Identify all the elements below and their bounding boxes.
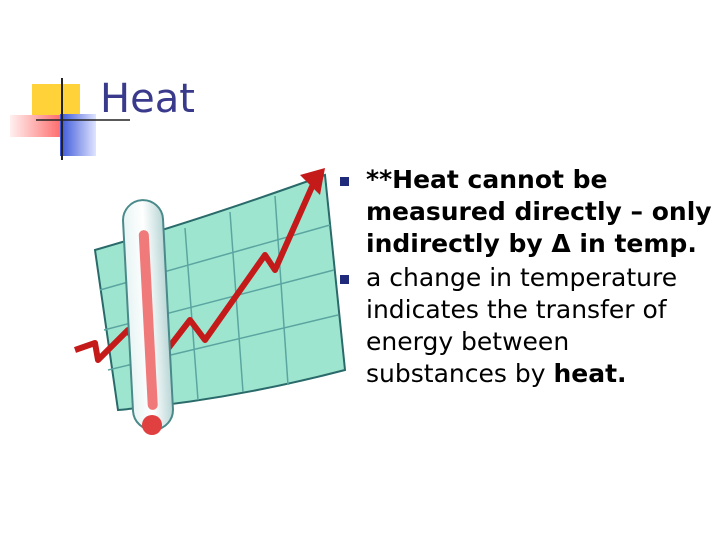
bullet-marker <box>340 275 349 284</box>
slide-title: Heat <box>100 76 195 122</box>
bullet: a change in temperature indicates the tr… <box>338 262 713 390</box>
bullet-emphasis: heat. <box>553 359 627 388</box>
pink-bar <box>10 115 62 137</box>
bullet-text: **Heat cannot be measured directly – onl… <box>366 165 712 258</box>
bullet-marker <box>340 177 349 186</box>
bullet-text: a change in temperature indicates the tr… <box>366 263 678 388</box>
bullet: **Heat cannot be measured directly – onl… <box>338 164 713 260</box>
bullet-list: **Heat cannot be measured directly – onl… <box>338 164 713 392</box>
blue-square <box>60 114 96 156</box>
clip-art <box>74 168 347 435</box>
